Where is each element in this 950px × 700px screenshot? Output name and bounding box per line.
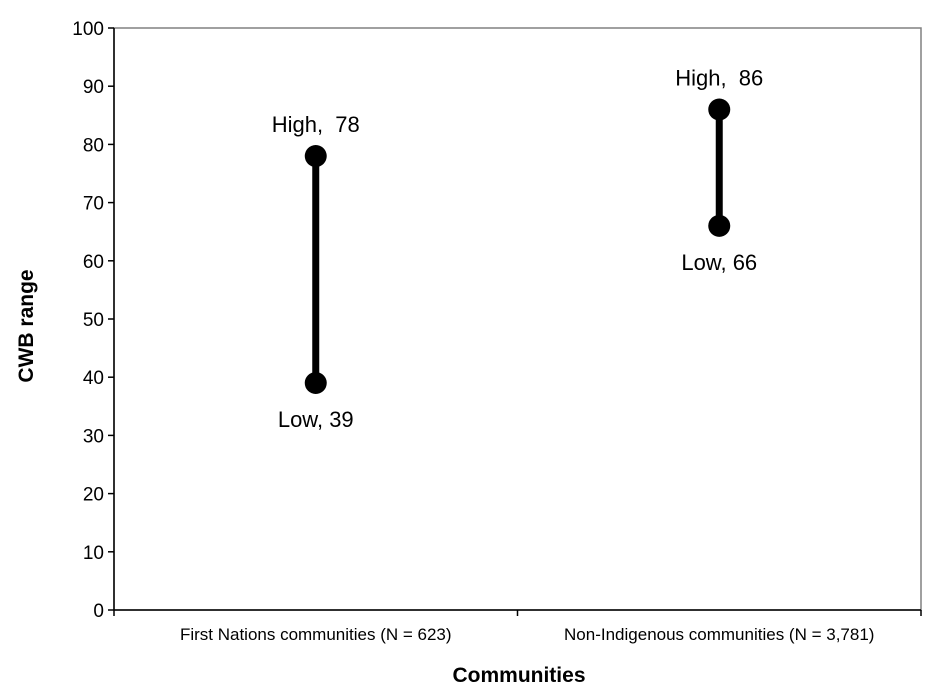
range-marks: High, 78 Low, 39 High, 86 Low, 66 xyxy=(272,65,764,432)
high-data-label: High, 78 xyxy=(272,112,360,137)
y-tick-label: 20 xyxy=(83,485,104,506)
low-data-label: Low, 39 xyxy=(278,407,354,432)
low-point xyxy=(304,372,327,395)
y-tick-label: 100 xyxy=(72,19,104,40)
axes: 0 10 20 30 40 50 60 70 80 90 100 First Nations comm… xyxy=(72,19,922,644)
y-tick-label: 60 xyxy=(83,252,104,273)
y-tick-label: 80 xyxy=(83,135,104,156)
high-data-label: High, 86 xyxy=(675,65,763,90)
y-tick-label: 0 xyxy=(93,601,104,622)
high-point xyxy=(708,98,731,121)
low-data-label: Low, 66 xyxy=(681,250,757,275)
y-tick-label: 70 xyxy=(83,194,104,215)
x-axis-title: Communities xyxy=(452,664,585,687)
y-tick-label: 10 xyxy=(83,543,104,564)
plot-frame xyxy=(113,27,922,611)
y-tick-label: 50 xyxy=(83,310,104,331)
high-point xyxy=(304,145,327,168)
y-axis-title: CWB range xyxy=(15,269,38,382)
y-tick-label: 40 xyxy=(83,368,104,389)
low-point xyxy=(708,214,731,237)
x-category-label: First Nations communities (N = 623) xyxy=(180,625,452,644)
y-tick-label: 30 xyxy=(83,426,104,447)
x-category-label: Non-Indigenous communities (N = 3,781) xyxy=(564,625,874,644)
y-tick-label: 90 xyxy=(83,77,104,98)
